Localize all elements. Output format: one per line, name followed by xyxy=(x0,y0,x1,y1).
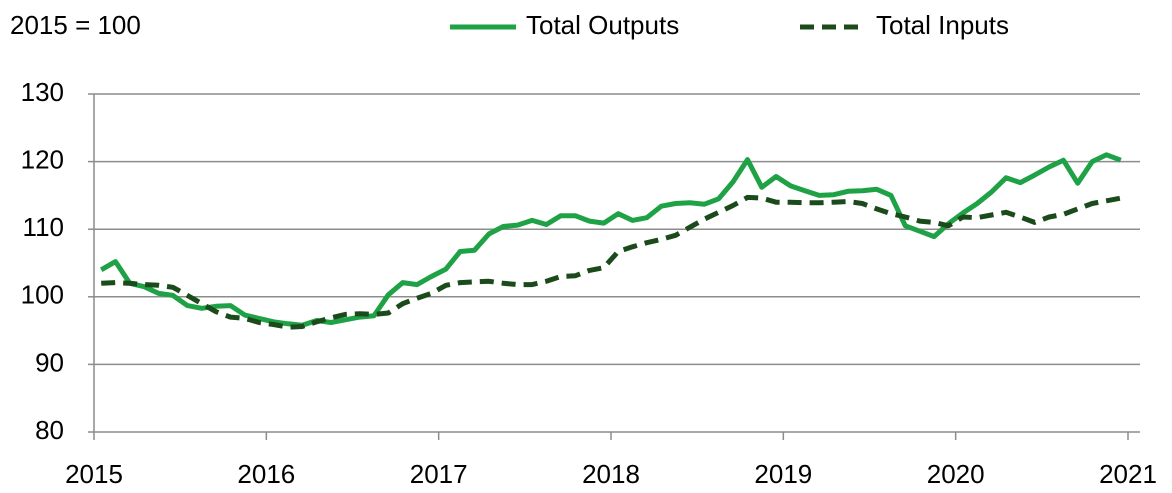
chart-subtitle: 2015 = 100 xyxy=(10,10,141,40)
x-tick-label: 2019 xyxy=(754,459,812,489)
y-tick-label: 90 xyxy=(35,347,64,377)
x-tick-label: 2017 xyxy=(410,459,468,489)
y-tick-label: 80 xyxy=(35,415,64,445)
x-tick-label: 2021 xyxy=(1099,459,1157,489)
x-tick-label: 2015 xyxy=(65,459,123,489)
y-tick-label: 100 xyxy=(21,280,64,310)
x-tick-label: 2018 xyxy=(582,459,640,489)
legend-label: Total Outputs xyxy=(526,10,679,40)
y-tick-label: 130 xyxy=(21,77,64,107)
x-tick-label: 2020 xyxy=(927,459,985,489)
series-line xyxy=(99,152,1122,328)
y-tick-label: 110 xyxy=(23,212,64,242)
series-line xyxy=(101,194,1122,330)
y-tick-label: 120 xyxy=(21,144,64,174)
legend-label: Total Inputs xyxy=(876,10,1009,40)
x-tick-label: 2016 xyxy=(237,459,295,489)
